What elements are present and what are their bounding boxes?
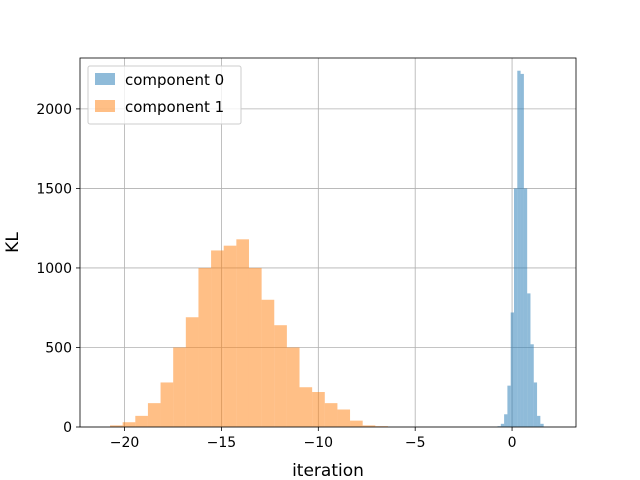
y-axis-label: KL (3, 232, 23, 253)
x-tick-label: −5 (405, 435, 426, 451)
legend-label-component-0: component 0 (125, 71, 224, 89)
plot-frame (79, 57, 577, 428)
y-tick-label: 1000 (36, 261, 72, 277)
x-tick-label: −20 (110, 435, 140, 451)
histogram-bar-component-1 (211, 250, 224, 427)
legend-swatch-component-0 (95, 73, 115, 85)
legend-swatch-component-1 (95, 100, 115, 112)
histogram-bar-component-0 (540, 423, 544, 427)
histogram-bar-component-1 (110, 425, 123, 427)
histogram-bar-component-0 (523, 188, 528, 427)
histogram-bar-component-1 (299, 387, 313, 427)
histogram-bar-component-0 (517, 70, 521, 428)
histogram-bar-component-1 (286, 347, 300, 427)
x-tick-label: −10 (304, 435, 334, 451)
y-tick-label: 500 (45, 340, 72, 356)
y-tick-label: 1500 (36, 181, 72, 197)
legend: component 0 component 1 (87, 65, 242, 125)
histogram-bar-component-1 (236, 239, 249, 427)
y-axis-ticks: 0 500 1000 1500 2000 (36, 102, 80, 436)
histogram-bar-component-0 (533, 382, 538, 427)
histogram-bar-component-1 (122, 422, 136, 427)
histogram-bar-component-0 (507, 385, 511, 427)
legend-label-component-1: component 1 (125, 98, 224, 116)
histogram-bar-component-0 (510, 312, 514, 427)
histogram-bar-component-1 (160, 382, 174, 427)
y-tick-label: 0 (63, 420, 72, 436)
histogram-bar-component-0 (527, 293, 531, 427)
x-tick-label: 0 (508, 435, 517, 451)
legend-box (87, 65, 242, 125)
x-tick-label: −15 (207, 435, 237, 451)
histogram-bar-component-1 (223, 245, 237, 427)
histogram-bar-component-1 (312, 392, 325, 427)
histogram-bar-component-0 (537, 415, 541, 427)
histogram-bar-component-1 (198, 267, 212, 427)
histogram-bar-component-1 (185, 317, 199, 427)
histogram-bar-component-0 (504, 414, 508, 427)
histogram-bar-component-1 (135, 415, 148, 427)
histogram-bar-component-1 (350, 420, 363, 427)
histogram-bar-component-0 (514, 188, 518, 427)
histogram-bar-component-0 (500, 423, 505, 427)
histogram-bar-component-1 (274, 325, 287, 427)
histogram-bar-component-1 (248, 267, 262, 427)
histogram-bar-component-0 (530, 344, 534, 427)
x-axis-label: iteration (292, 461, 364, 480)
histogram-bars (110, 70, 544, 428)
histogram-bar-component-0 (520, 73, 524, 427)
histogram-bar-component-1 (261, 299, 275, 427)
y-tick-label: 2000 (36, 102, 72, 118)
histogram-bar-component-1 (362, 425, 376, 427)
histogram-bar-component-1 (337, 409, 351, 427)
histogram-bar-component-1 (324, 403, 338, 427)
x-axis-ticks: −20 −15 −10 −5 0 (110, 427, 517, 451)
histogram-bar-component-1 (173, 347, 186, 427)
histogram-bar-component-1 (147, 403, 161, 427)
